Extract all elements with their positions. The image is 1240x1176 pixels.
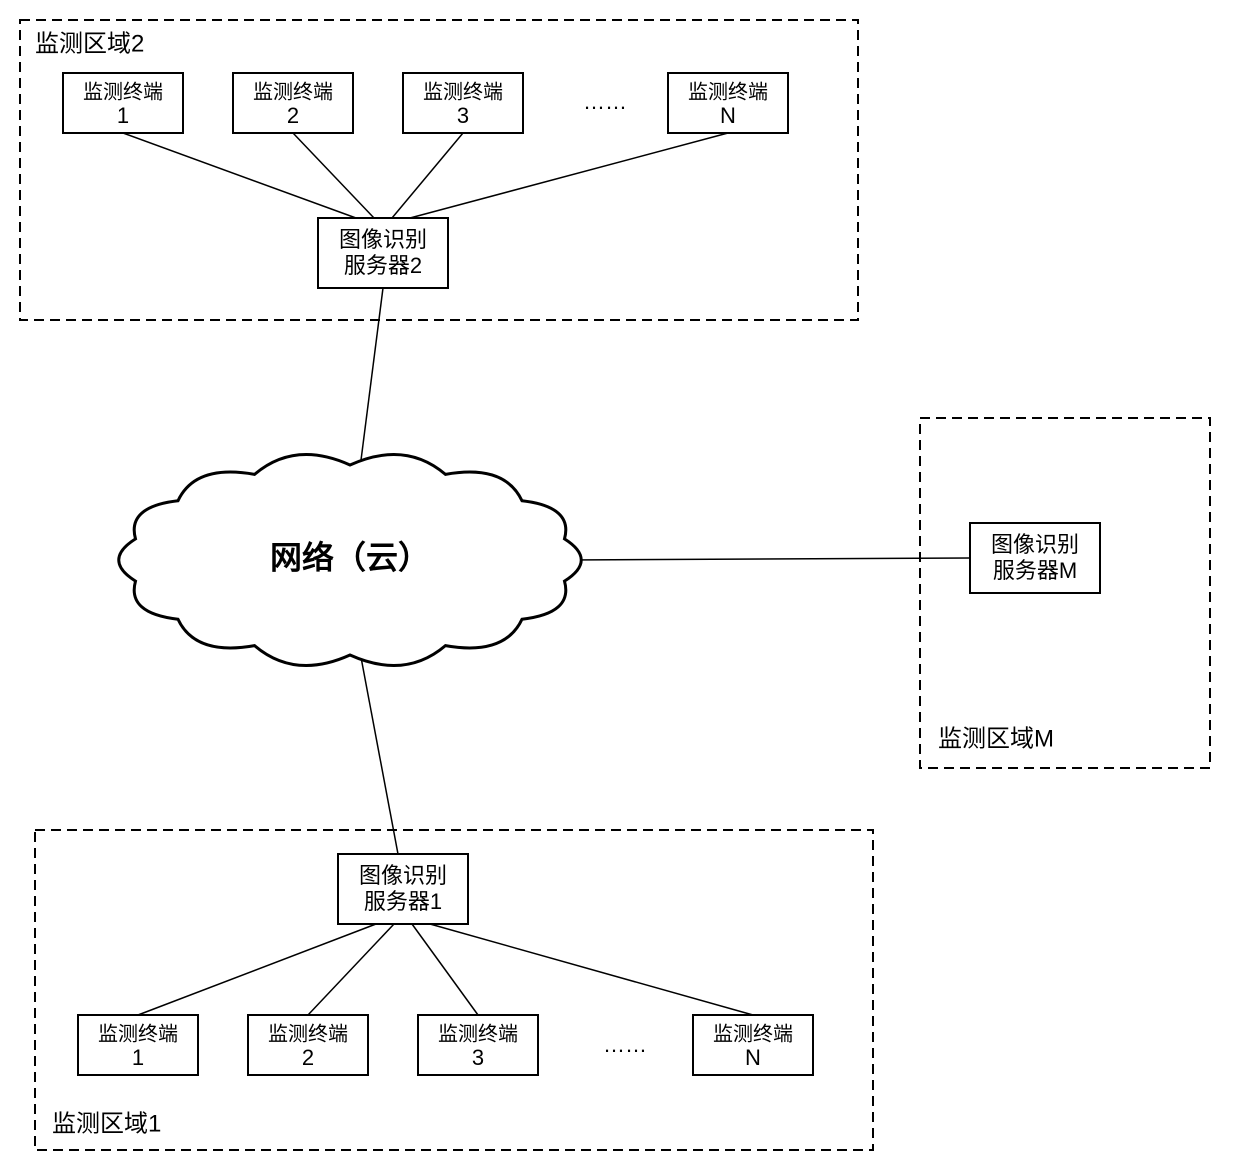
- region1-terminal-N-number: N: [745, 1045, 761, 1070]
- region1-terminal-1-label: 监测终端: [98, 1022, 178, 1045]
- region2-terminal-N-number: N: [720, 103, 736, 128]
- region2-terminal-1-label: 监测终端: [83, 80, 163, 103]
- region2-cloud-link: [360, 288, 383, 468]
- region1: 监测区域1图像识别服务器1监测终端1监测终端2监测终端3监测终端N……: [35, 830, 873, 1150]
- region2-link-terminal-1: [123, 133, 356, 218]
- region1-terminal-N-label: 监测终端: [713, 1022, 793, 1045]
- region2-link-terminal-2: [293, 133, 374, 218]
- region2-ellipsis: ……: [583, 89, 627, 114]
- region1-terminal-3-number: 3: [472, 1045, 484, 1070]
- region1-link-terminal-2: [308, 924, 394, 1015]
- region1-cloud-link: [360, 652, 398, 854]
- cloud-layer: 网络（云）: [119, 455, 581, 666]
- region1-ellipsis: ……: [603, 1032, 647, 1057]
- region2-terminal-1-number: 1: [117, 103, 129, 128]
- region1-label: 监测区域1: [52, 1110, 161, 1137]
- region2: 监测区域2图像识别服务器2监测终端1监测终端2监测终端3监测终端N……: [20, 20, 858, 320]
- region1-terminal-3-label: 监测终端: [438, 1022, 518, 1045]
- region1-terminal-2-number: 2: [302, 1045, 314, 1070]
- region2-terminal-N-label: 监测终端: [688, 80, 768, 103]
- region1-link-terminal-N: [430, 924, 753, 1015]
- region1-terminal-1-number: 1: [132, 1045, 144, 1070]
- region2-terminal-2-number: 2: [287, 103, 299, 128]
- region1-server-label-2: 服务器1: [364, 889, 442, 914]
- region2-link-terminal-3: [392, 133, 463, 218]
- region2-server-label-1: 图像识别: [339, 227, 427, 252]
- regionM-cloud-link: [567, 558, 970, 560]
- region2-terminal-3-number: 3: [457, 103, 469, 128]
- region1-server-label-1: 图像识别: [359, 863, 447, 888]
- region1-link-terminal-3: [412, 924, 478, 1015]
- regionM-label: 监测区域M: [938, 725, 1054, 752]
- region1-link-terminal-1: [138, 924, 376, 1015]
- regionM: 监测区域M 图像识别服务器M: [920, 418, 1210, 768]
- region2-server-label-2: 服务器2: [344, 253, 422, 278]
- network-cloud-label: 网络（云）: [270, 539, 430, 575]
- region2-terminal-3-label: 监测终端: [423, 80, 503, 103]
- region2-terminal-2-label: 监测终端: [253, 80, 333, 103]
- regionM-server-label-2: 服务器M: [993, 558, 1077, 583]
- regionM-server-label-1: 图像识别: [991, 532, 1079, 557]
- region2-label: 监测区域2: [35, 30, 144, 57]
- region2-link-terminal-N: [410, 133, 728, 218]
- region1-terminal-2-label: 监测终端: [268, 1022, 348, 1045]
